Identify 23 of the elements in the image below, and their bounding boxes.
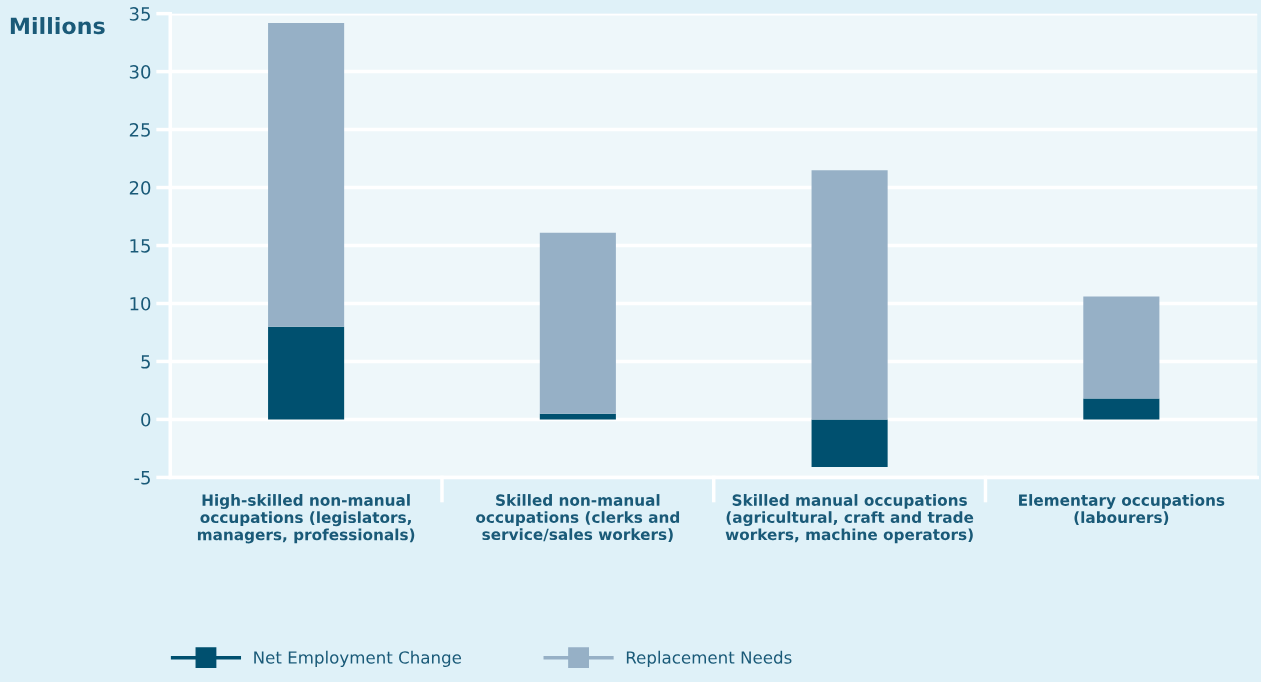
y-axis-title: Millions — [10, 17, 105, 35]
bar — [811, 170, 888, 420]
bar — [811, 419, 888, 467]
bar — [1083, 398, 1160, 420]
y-tick-label: 5 — [141, 355, 150, 369]
y-tick-label: 0 — [141, 412, 151, 427]
y-tick-label: -5 — [134, 471, 150, 485]
bar — [539, 232, 616, 414]
y-tick-label: 30 — [129, 65, 151, 79]
y-tick-label: 10 — [130, 296, 151, 311]
y-tick-label: 25 — [129, 123, 150, 137]
x-tick-label: Skilled non-manual occupations (clerks and service/sales workers) — [476, 494, 680, 542]
legend-label: Net Employment Change — [254, 650, 462, 667]
x-tick-label: Skilled manual occupations (agricultural, craft and trade workers, machine operators) — [725, 494, 974, 544]
x-tick-label: High-skilled non-manual occupations (legislators, managers, professionals) — [197, 494, 415, 544]
y-tick-label: 35 — [129, 7, 150, 21]
legend-label: Replacement Needs — [626, 650, 792, 667]
x-tick-label: Elementary occupations (labourers) — [1019, 494, 1225, 525]
y-tick-label: 20 — [129, 181, 151, 195]
bar — [1083, 296, 1160, 399]
y-tick-label: 15 — [130, 239, 150, 253]
bar — [268, 22, 345, 327]
bar — [268, 326, 345, 420]
